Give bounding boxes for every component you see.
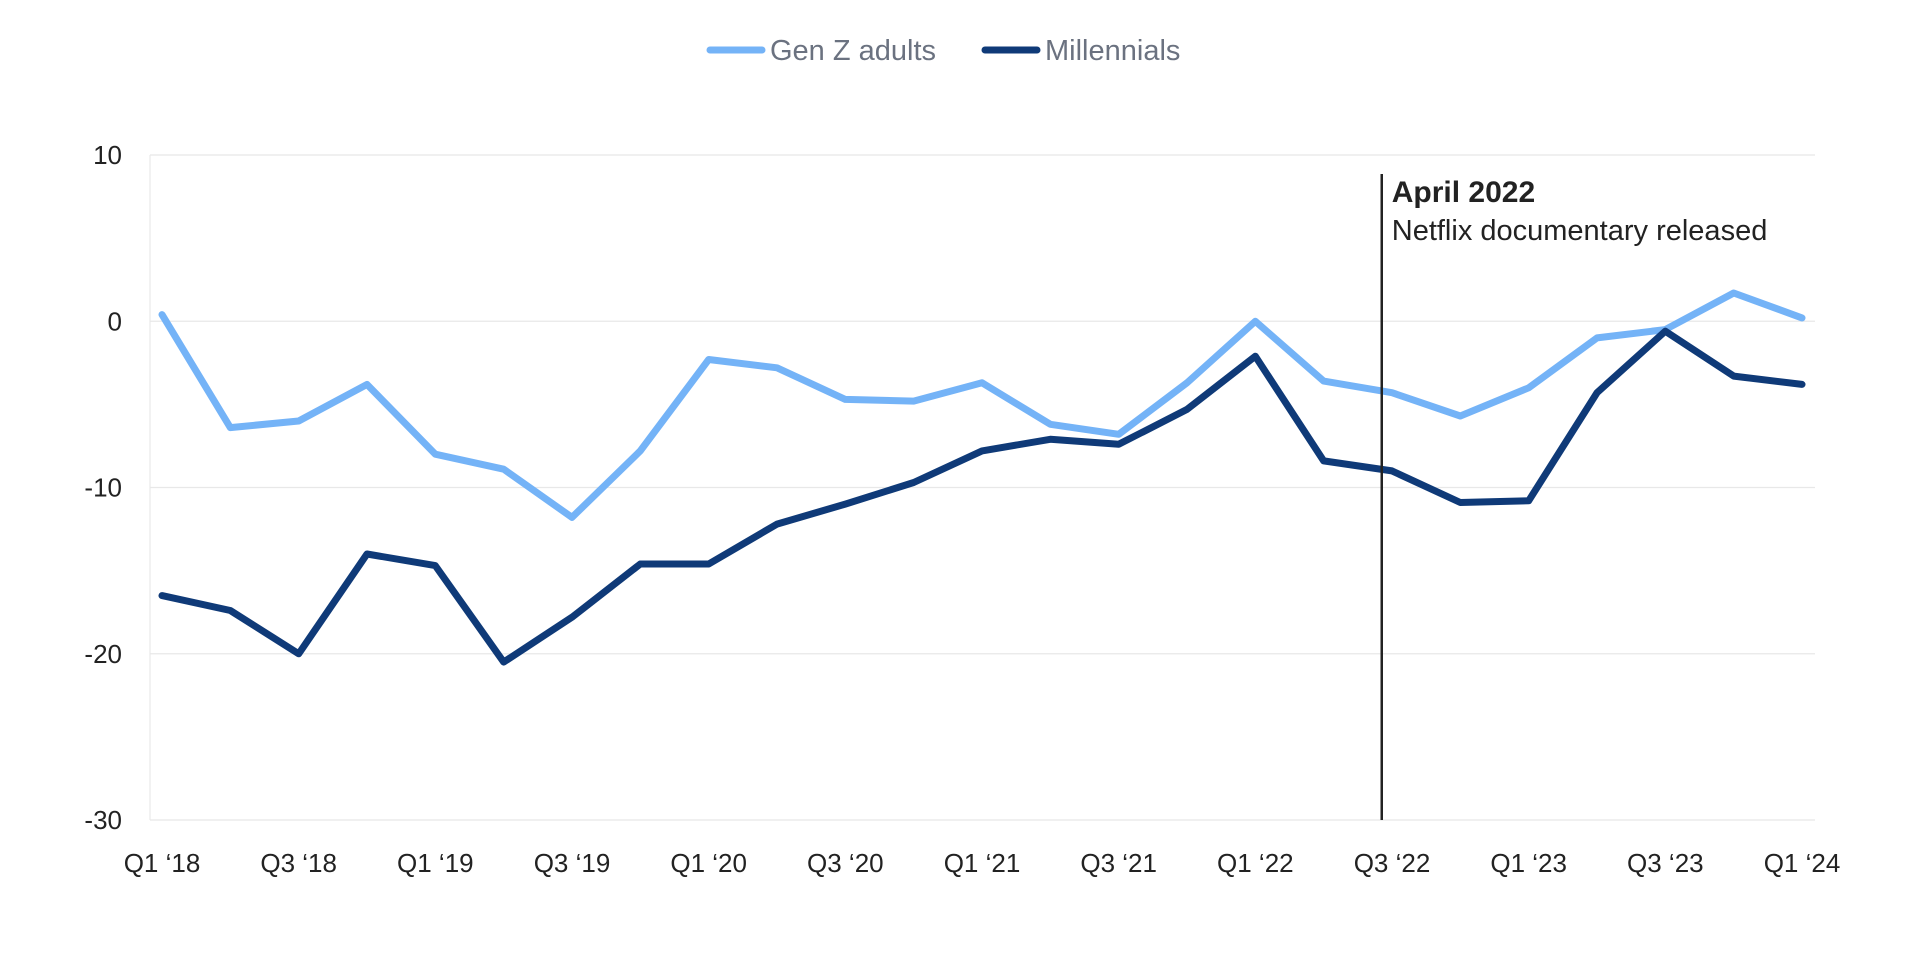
series-line-gen-z-adults xyxy=(158,289,1806,521)
x-tick-label: Q3 ‘22 xyxy=(1354,848,1431,878)
x-tick-label: Q1 ‘19 xyxy=(397,848,474,878)
x-tick-label: Q1 ‘21 xyxy=(944,848,1021,878)
x-tick-label: Q3 ‘20 xyxy=(807,848,884,878)
x-tick-label: Q3 ‘23 xyxy=(1627,848,1704,878)
gridlines xyxy=(149,154,1815,821)
annotation: April 2022 Netflix documentary released xyxy=(1380,174,1768,820)
x-tick-label: Q3 ‘19 xyxy=(534,848,611,878)
legend-label: Gen Z adults xyxy=(770,35,936,67)
x-tick-label: Q1 ‘20 xyxy=(670,848,747,878)
y-tick-label: -30 xyxy=(84,805,122,835)
y-tick-label: -20 xyxy=(84,639,122,669)
y-tick-label: 10 xyxy=(93,140,122,170)
series-lines xyxy=(158,289,1806,666)
x-tick-label: Q1 ‘18 xyxy=(124,848,201,878)
x-tick-label: Q3 ‘18 xyxy=(260,848,337,878)
x-tick-label: Q3 ‘21 xyxy=(1080,848,1157,878)
annotation-title: April 2022 xyxy=(1392,176,1535,209)
x-tick-label: Q1 ‘23 xyxy=(1490,848,1567,878)
y-tick-label: 0 xyxy=(108,306,122,336)
x-tick-label: Q1 ‘24 xyxy=(1764,848,1841,878)
x-tick-label: Q1 ‘22 xyxy=(1217,848,1294,878)
annotation-text: Netflix documentary released xyxy=(1392,215,1768,247)
y-tick-label: -10 xyxy=(84,473,122,503)
series-line-millennials xyxy=(158,327,1806,666)
y-axis-ticks: 10 0 -10 -20 -30 xyxy=(84,140,122,835)
x-axis-ticks: Q1 ‘18 Q3 ‘18 Q1 ‘19 Q3 ‘19 Q1 ‘20 Q3 ‘20 Q1 ‘… xyxy=(124,848,1841,878)
legend-label: Millennials xyxy=(1045,35,1180,67)
legend: Gen Z adults Millennials xyxy=(706,35,1180,67)
